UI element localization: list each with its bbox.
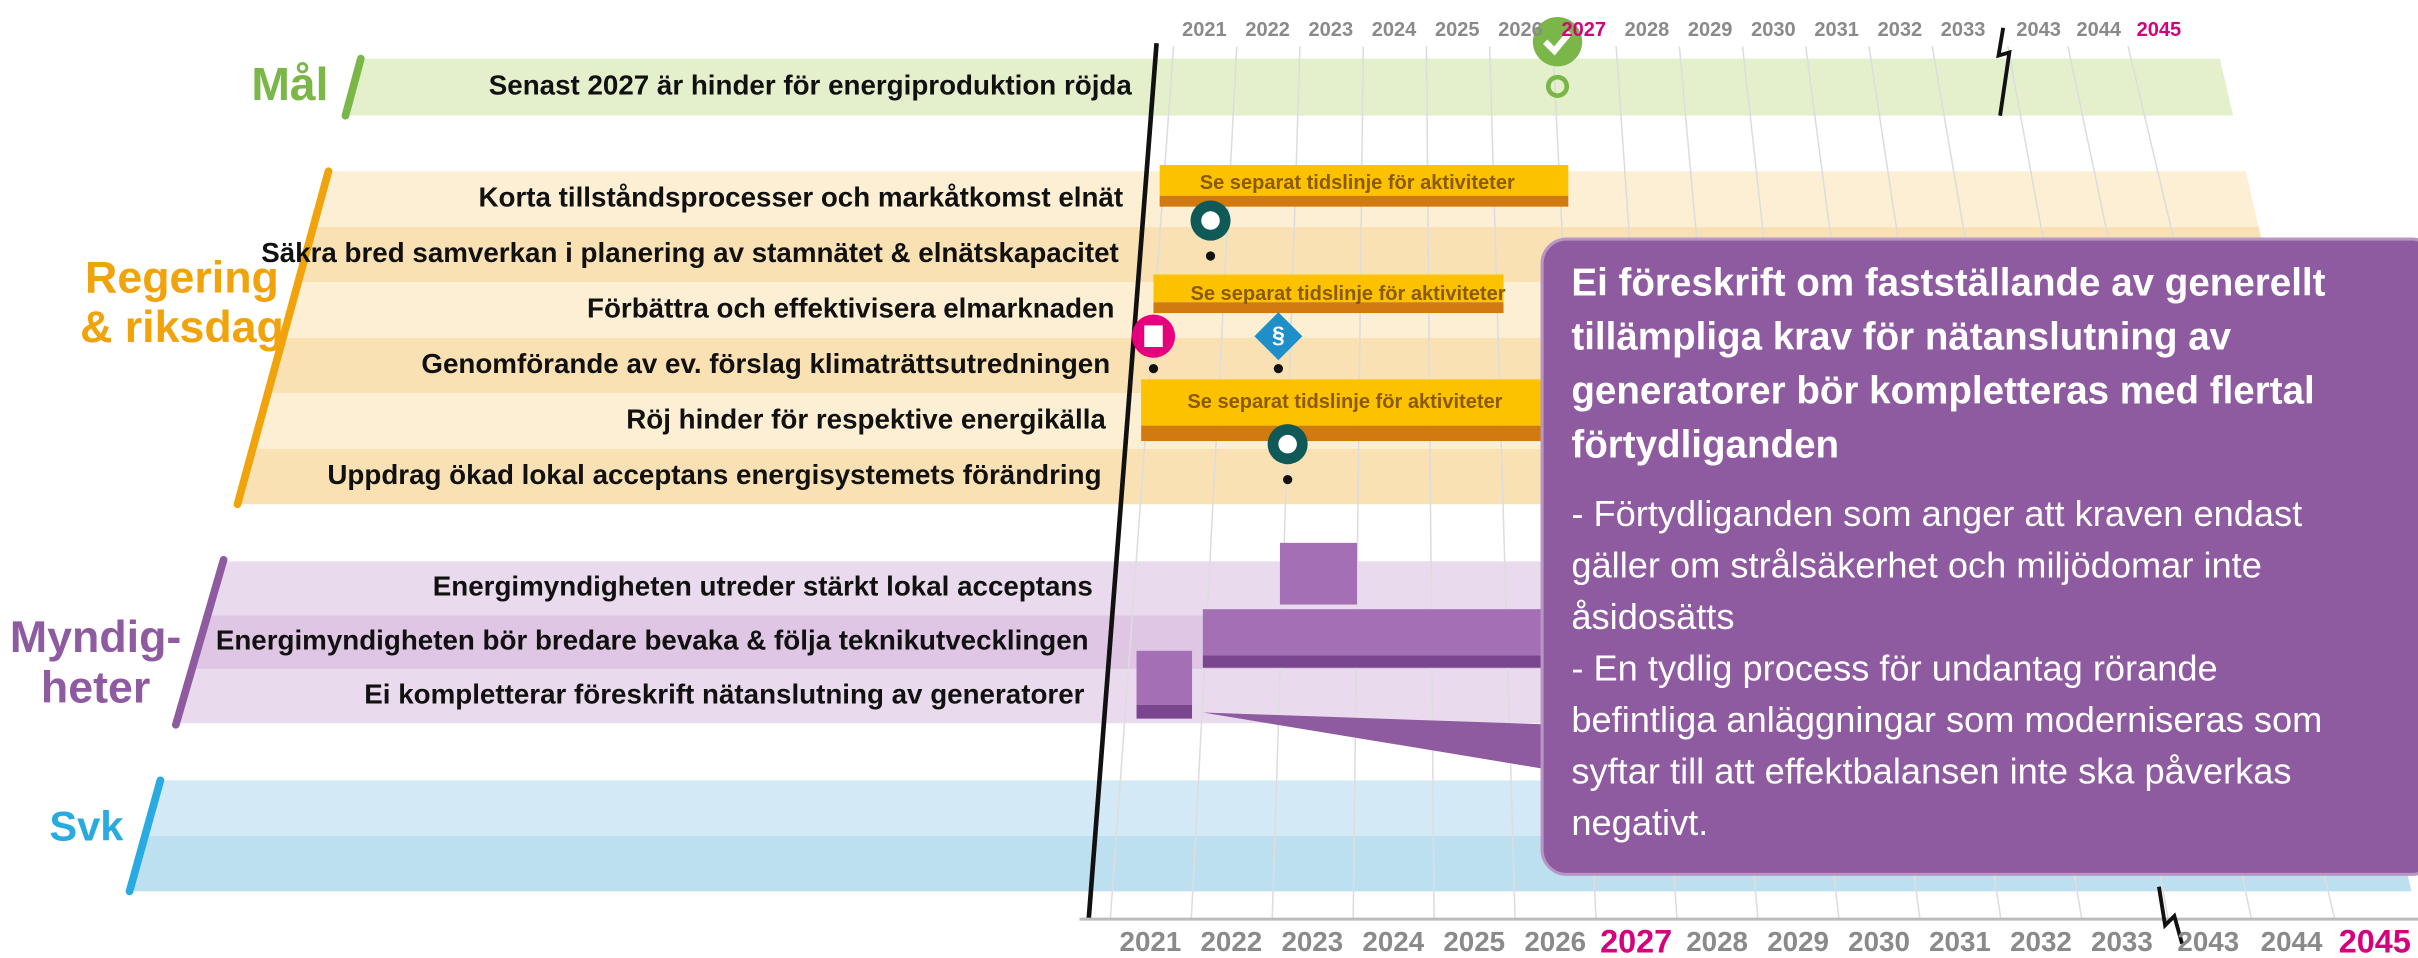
callout-box — [1540, 237, 2418, 876]
callout-body: gäller om strålsäkerhet och miljödomar i… — [1571, 545, 2261, 586]
bars — [1136, 165, 1569, 719]
callout-body: - Förtydliganden som anger att kraven en… — [1571, 493, 2302, 534]
row-label: Energimyndigheten bör bredare bevaka & f… — [216, 625, 1089, 656]
row-label: Uppdrag ökad lokal acceptans energisyste… — [327, 459, 1101, 490]
top-year-label: 2044 — [2077, 19, 2122, 41]
bar-label: Se separat tidslinje för aktiviteter — [1187, 391, 1502, 413]
top-year-label: 2025 — [1435, 19, 1480, 41]
bottom-year-label: 2033 — [2091, 926, 2153, 957]
row-label: Ei kompletterar föreskrift nätanslutning… — [364, 679, 1084, 710]
svg-text:§: § — [1272, 321, 1285, 347]
axis-break — [2157, 886, 2184, 945]
group-label: Svk — [49, 803, 124, 850]
bottom-year-label: 2023 — [1281, 926, 1343, 957]
callout-title: generatorer bör kompletteras med flertal — [1571, 369, 2314, 412]
row-label: Förbättra och effektivisera elmarknaden — [587, 292, 1114, 323]
top-year-label: 2023 — [1309, 19, 1354, 41]
callout-body: - En tydlig process för undantag rörande — [1571, 648, 2217, 689]
top-year-label: 2022 — [1245, 19, 1290, 41]
top-year-label: 2026 — [1498, 19, 1543, 41]
row-label: Senast 2027 är hinder för energiprodukti… — [489, 69, 1133, 100]
group-label: Mål — [251, 58, 328, 110]
top-year-label: 2045 — [2137, 19, 2182, 41]
row-label: Energimyndigheten utreder stärkt lokal a… — [433, 571, 1093, 602]
row-label: Röj hinder för respektive energikälla — [626, 403, 1106, 434]
bottom-year-label: 2024 — [1362, 926, 1424, 957]
top-year-label: 2033 — [1941, 19, 1986, 41]
top-year-label: 2027 — [1561, 19, 1606, 41]
callout-title: tillämpliga krav för nätanslutning av — [1571, 315, 2231, 358]
axis-break — [1996, 27, 2012, 116]
top-year-label: 2029 — [1688, 19, 1733, 41]
group-label: & riksdag — [80, 303, 284, 352]
row-label: Säkra bred samverkan i planering av stam… — [261, 237, 1119, 268]
top-year-label: 2043 — [2016, 19, 2061, 41]
group-label: Regering — [85, 253, 279, 302]
callout-body: åsidosätts — [1571, 596, 1734, 637]
bottom-year-label: 2028 — [1686, 926, 1748, 957]
bottom-year-label: 2030 — [1848, 926, 1910, 957]
row-label: Genomförande av ev. förslag klimaträttsu… — [421, 348, 1110, 379]
callout-body: syftar till att effektbalansen inte ska … — [1571, 751, 2291, 792]
axis-line — [1086, 43, 1159, 920]
top-year-label: 2021 — [1182, 19, 1227, 41]
bottom-year-label: 2027 — [1600, 923, 1672, 958]
top-year-label: 2028 — [1625, 19, 1670, 41]
row-band — [342, 58, 2234, 116]
group-label: heter — [41, 664, 150, 713]
callout-body: negativt. — [1571, 802, 1708, 843]
group-strokes — [125, 54, 365, 896]
callout-title: förtydliganden — [1571, 423, 1839, 466]
bottom-year-label: 2045 — [2339, 923, 2411, 958]
bottom-year-label: 2044 — [2261, 926, 2323, 957]
group-label: Myndig- — [10, 613, 181, 662]
top-year-label: 2024 — [1372, 19, 1417, 41]
top-year-label: 2030 — [1751, 19, 1796, 41]
bottom-year-label: 2022 — [1200, 926, 1262, 957]
labels: Mål Senast 2027 är hinder för energiprodu… — [10, 19, 2411, 958]
bottom-year-label: 2031 — [1929, 926, 1991, 957]
bottom-year-label: 2032 — [2010, 926, 2072, 957]
bottom-year-label: 2021 — [1120, 926, 1182, 957]
callout-body: befintliga anläggningar som moderniseras… — [1571, 699, 2322, 740]
bottom-year-label: 2043 — [2177, 926, 2239, 957]
bottom-year-label: 2026 — [1524, 926, 1586, 957]
row-label: Korta tillståndsprocesser och markåtkoms… — [478, 181, 1123, 212]
top-year-label: 2032 — [1878, 19, 1923, 41]
bottom-year-label: 2025 — [1443, 926, 1505, 957]
bar-label: Se separat tidslinje för aktiviteter — [1200, 172, 1515, 194]
bar-label: Se separat tidslinje för aktiviteter — [1190, 283, 1505, 305]
bottom-year-label: 2029 — [1767, 926, 1829, 957]
callout-title: Ei föreskrift om fastställande av genere… — [1571, 262, 2325, 305]
top-year-label: 2031 — [1814, 19, 1859, 41]
